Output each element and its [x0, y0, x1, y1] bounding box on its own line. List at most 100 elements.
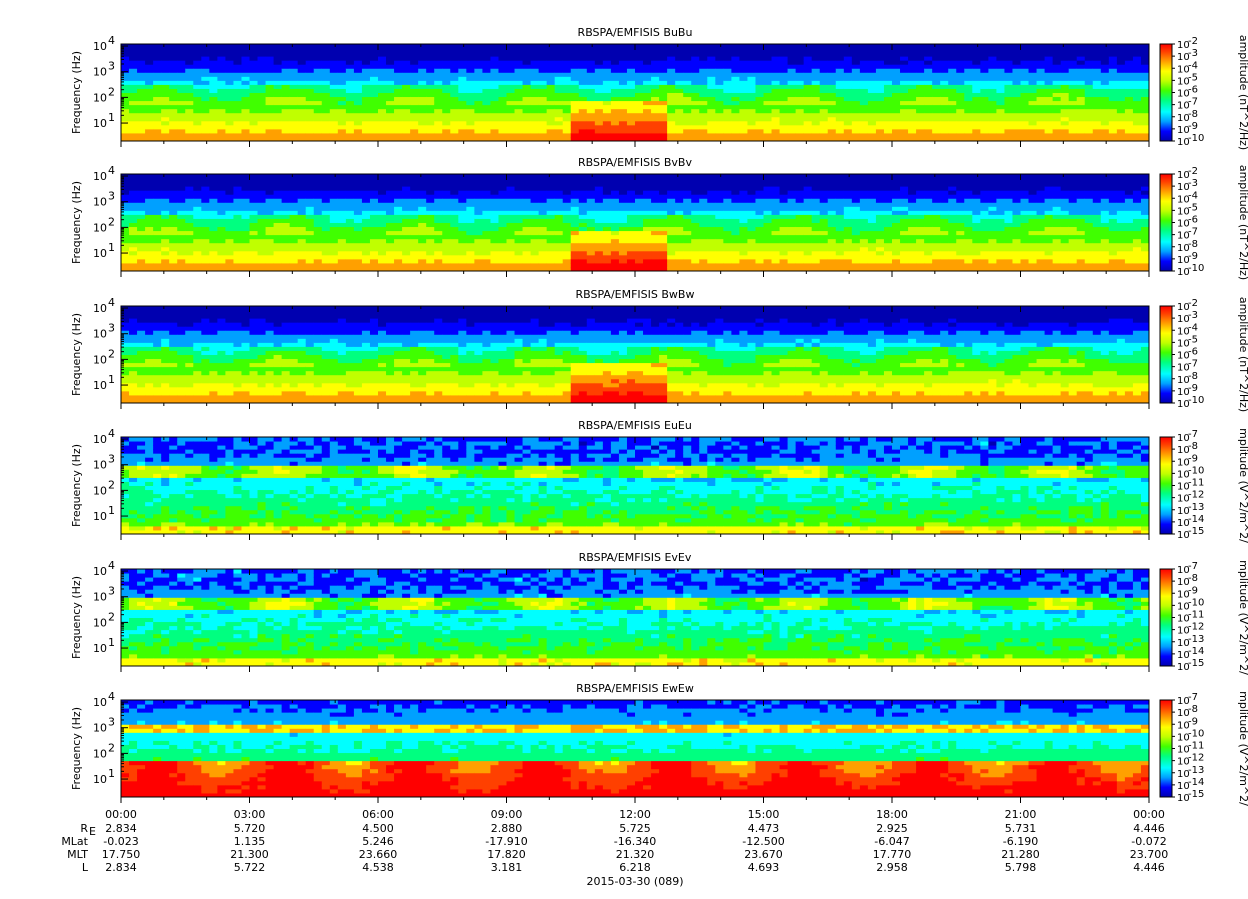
spectrogram-cell	[507, 109, 516, 114]
spectrogram-cell	[217, 247, 226, 252]
spectrogram-cell	[571, 72, 580, 77]
spectrogram-cell	[603, 72, 612, 77]
spectrogram-cell	[804, 60, 813, 65]
spectrogram-cell	[153, 259, 162, 264]
spectrogram-cell	[161, 227, 170, 232]
spectrogram-cell	[515, 239, 524, 244]
spectrogram-cell	[185, 174, 194, 179]
spectrogram-cell	[820, 56, 829, 61]
spectrogram-cell	[547, 235, 556, 240]
spectrogram-cell	[306, 44, 315, 49]
spectrogram-cell	[908, 97, 917, 102]
spectrogram-cell	[362, 186, 371, 191]
spectrogram-cell	[619, 194, 628, 199]
spectrogram-cell	[282, 84, 291, 89]
spectrogram-cell	[691, 190, 700, 195]
spectrogram-cell	[539, 60, 548, 65]
spectrogram-cell	[474, 68, 483, 73]
spectrogram-cell	[402, 60, 411, 65]
spectrogram-cell	[579, 88, 588, 93]
spectrogram-cell	[129, 186, 138, 191]
spectrogram-cell	[161, 214, 170, 219]
spectrogram-cell	[796, 48, 805, 53]
spectrogram-cell	[988, 133, 997, 138]
spectrogram-cell	[948, 113, 957, 118]
spectrogram-cell	[972, 72, 981, 77]
spectrogram-cell	[547, 109, 556, 114]
spectrogram-cell	[1021, 129, 1030, 134]
spectrogram-cell	[250, 60, 259, 65]
spectrogram-cell	[410, 231, 419, 236]
spectrogram-cell	[788, 44, 797, 49]
spectrogram-cell	[1029, 97, 1038, 102]
spectrogram-cell	[988, 117, 997, 122]
spectrogram-cell	[1125, 48, 1134, 53]
spectrogram-cell	[627, 76, 636, 81]
spectrogram-cell	[547, 247, 556, 252]
spectrogram-cell	[876, 76, 885, 81]
spectrogram-cell	[1012, 52, 1021, 57]
spectrogram-cell	[683, 227, 692, 232]
spectrogram-cell	[129, 231, 138, 236]
spectrogram-cell	[988, 84, 997, 89]
spectrogram-cell	[772, 68, 781, 73]
spectrogram-cell	[563, 259, 572, 264]
spectrogram-cell	[796, 125, 805, 130]
spectrogram-cell	[980, 121, 989, 126]
spectrogram-cell	[169, 235, 178, 240]
spectrogram-cell	[145, 235, 154, 240]
spectrogram-cell	[515, 101, 524, 106]
spectrogram-cell	[185, 194, 194, 199]
spectrogram-cell	[1021, 125, 1030, 130]
spectrogram-cell	[667, 113, 676, 118]
spectrogram-cell	[418, 202, 427, 207]
spectrogram-cell	[531, 133, 540, 138]
spectrogram-cell	[852, 105, 861, 110]
spectrogram-cell	[563, 101, 572, 106]
spectrogram-cell	[755, 93, 764, 98]
spectrogram-cell	[442, 255, 451, 260]
spectrogram-cell	[378, 117, 387, 122]
spectrogram-cell	[707, 129, 716, 134]
spectrogram-cell	[515, 121, 524, 126]
spectrogram-cell	[643, 76, 652, 81]
spectrogram-cell	[996, 72, 1005, 77]
spectrogram-cell	[209, 251, 218, 256]
spectrogram-cell	[153, 206, 162, 211]
spectrogram-cell	[169, 231, 178, 236]
spectrogram-cell	[555, 113, 564, 118]
spectrogram-cell	[225, 44, 234, 49]
spectrogram-cell	[450, 231, 459, 236]
spectrogram-cell	[812, 97, 821, 102]
spectrogram-cell	[972, 80, 981, 85]
spectrogram-cell	[523, 68, 532, 73]
spectrogram-cell	[434, 97, 443, 102]
spectrogram-cell	[651, 202, 660, 207]
spectrogram-cell	[555, 174, 564, 179]
spectrogram-cell	[250, 105, 259, 110]
spectrogram-cell	[466, 239, 475, 244]
spectrogram-cell	[466, 109, 475, 114]
spectrogram-cell	[828, 97, 837, 102]
spectrogram-cell	[1012, 88, 1021, 93]
spectrogram-cell	[699, 129, 708, 134]
spectrogram-cell	[161, 52, 170, 57]
spectrogram-cell	[820, 48, 829, 53]
spectrogram-cell	[611, 80, 620, 85]
spectrogram-cell	[193, 64, 202, 69]
spectrogram-cell	[193, 105, 202, 110]
spectrogram-cell	[1085, 125, 1094, 130]
spectrogram-cell	[378, 64, 387, 69]
spectrogram-cell	[1085, 88, 1094, 93]
spectrogram-cell	[185, 52, 194, 57]
spectrogram-cell	[515, 56, 524, 61]
spectrogram-cell	[498, 202, 507, 207]
spectrogram-cell	[161, 182, 170, 187]
spectrogram-cell	[523, 52, 532, 57]
spectrogram-cell	[531, 60, 540, 65]
spectrogram-cell	[394, 76, 403, 81]
spectrogram-cell	[595, 72, 604, 77]
spectrogram-cell	[498, 243, 507, 248]
spectrogram-cell	[354, 259, 363, 264]
spectrogram-cell	[587, 121, 596, 126]
